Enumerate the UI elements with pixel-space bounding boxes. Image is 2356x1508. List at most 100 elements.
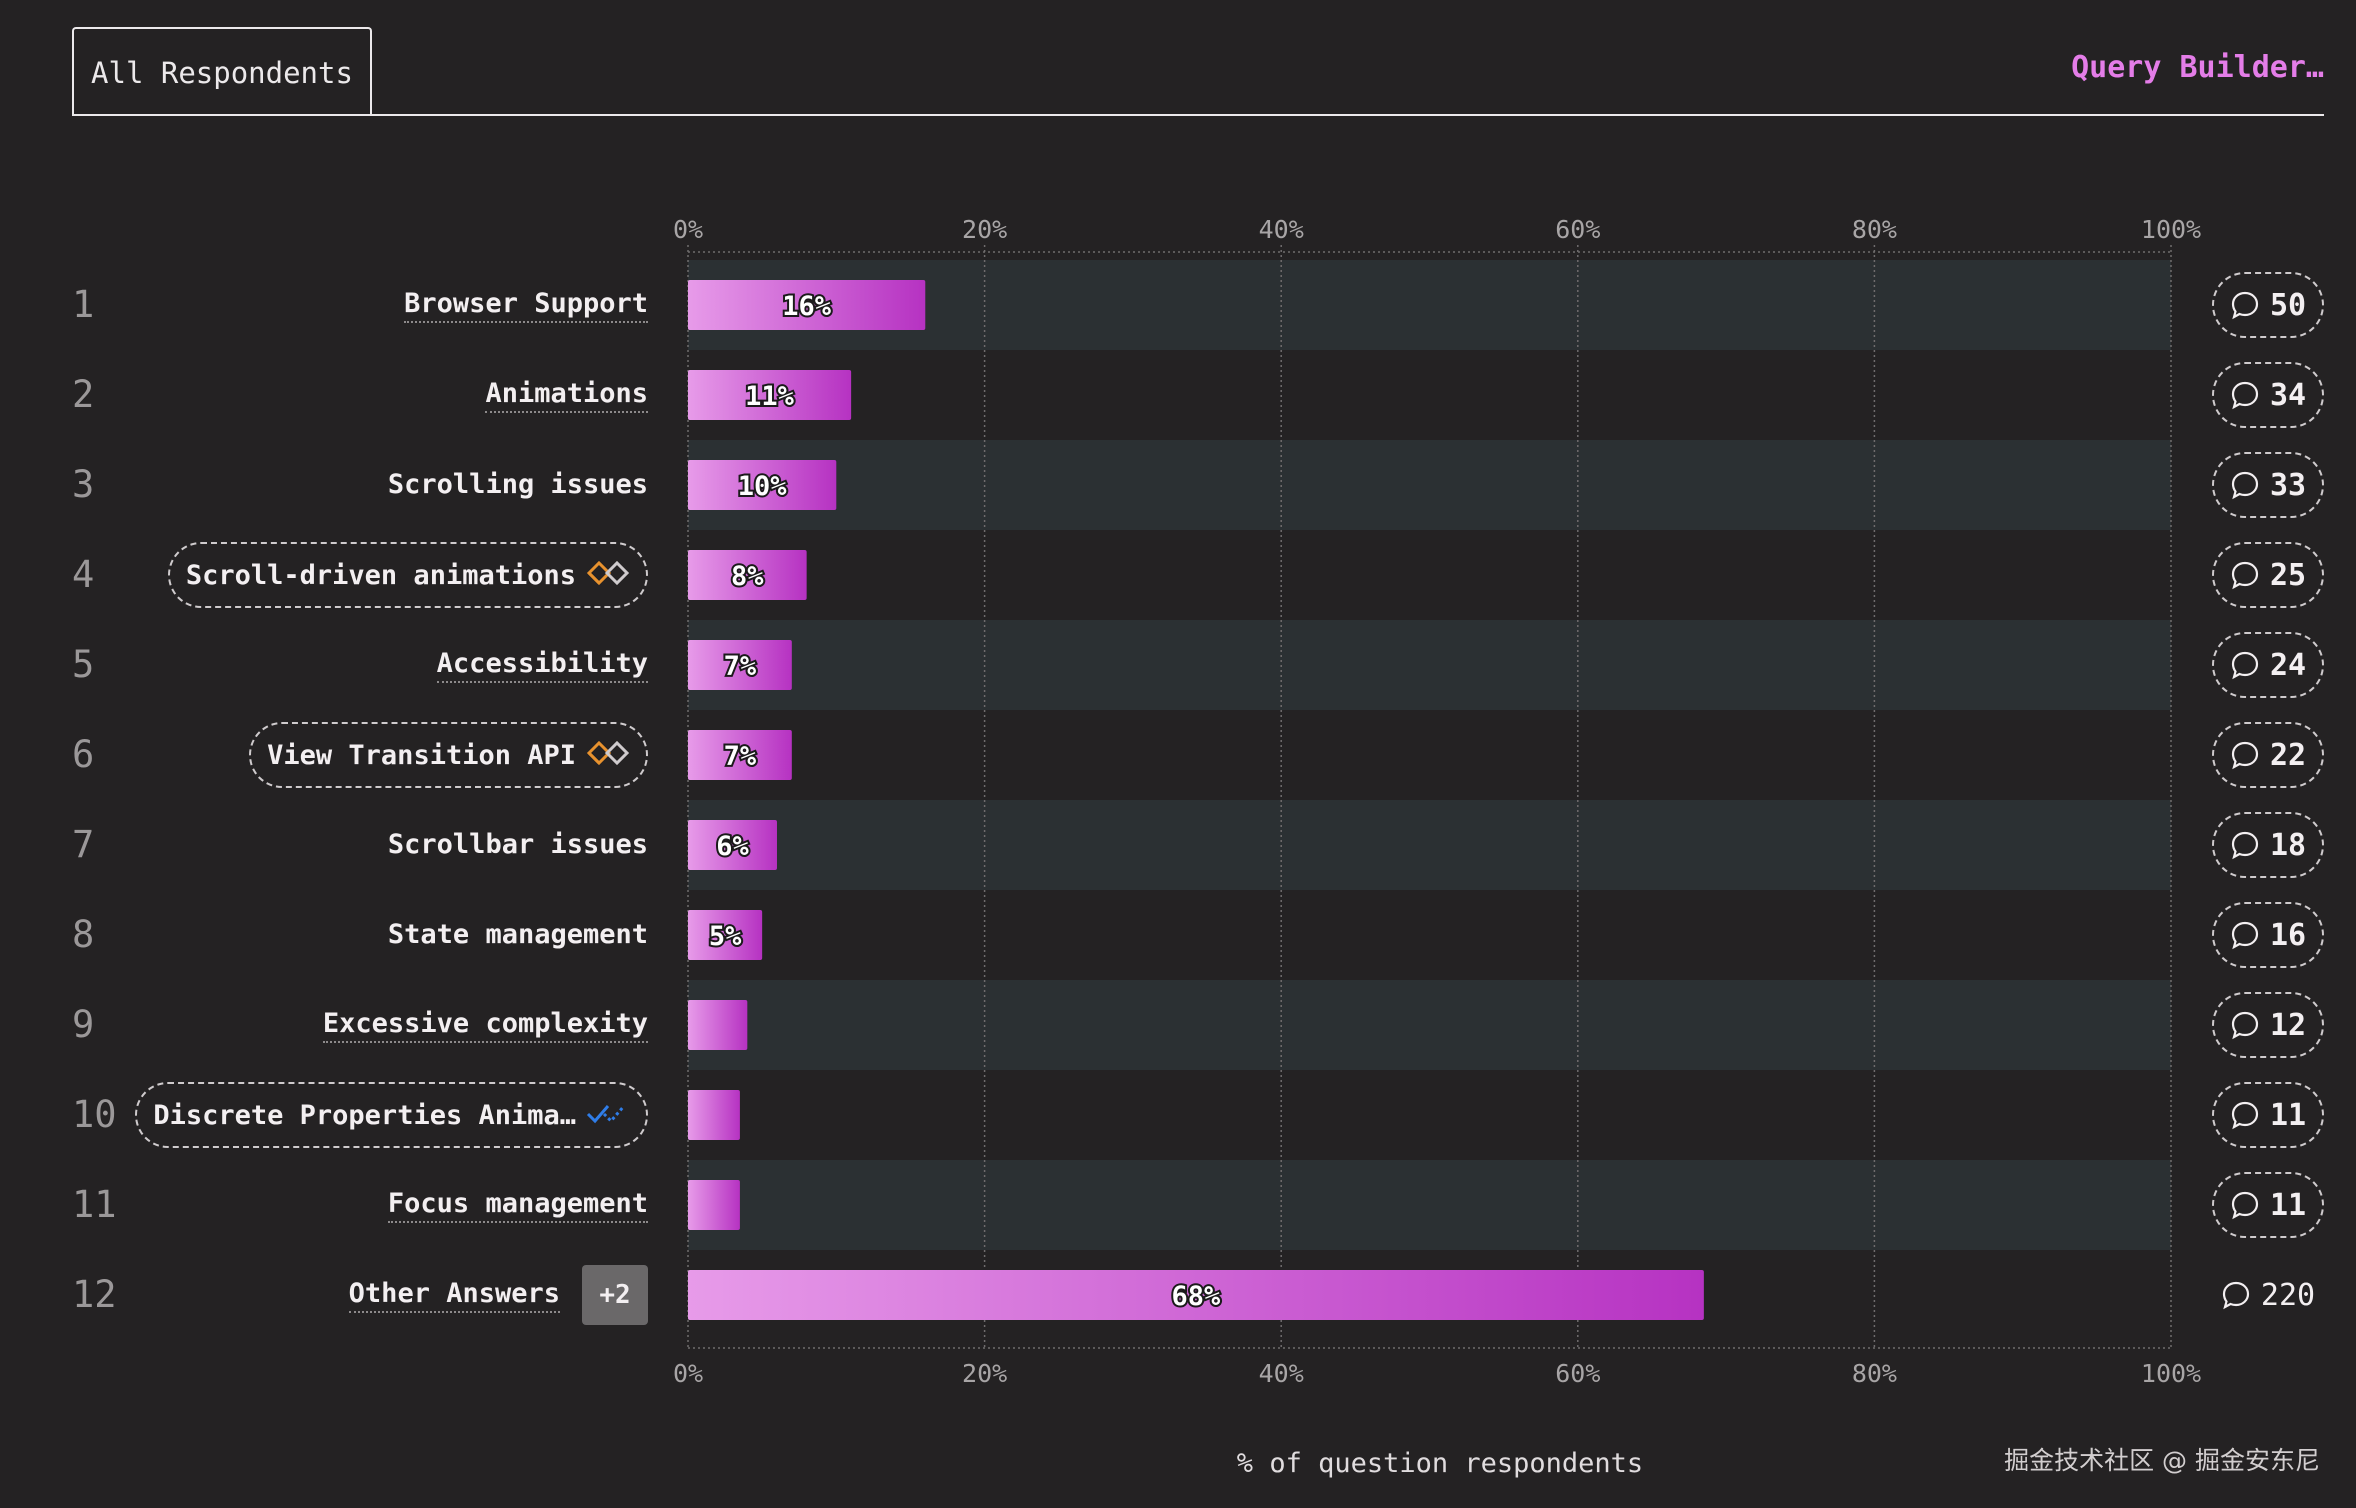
- bar[interactable]: [688, 640, 792, 690]
- comment-icon: [2231, 1011, 2259, 1040]
- comment-count: 12: [2269, 1007, 2307, 1043]
- comment-count-button[interactable]: 24: [2212, 632, 2324, 698]
- row-rank: 12: [72, 1273, 117, 1316]
- comment-icon: [2231, 921, 2259, 950]
- category-label[interactable]: View Transition API: [267, 739, 576, 771]
- watermark: 掘金技术社区 @ 掘金安东尼: [2004, 1446, 2320, 1475]
- chart-row: 12 Other Answers +2 220: [0, 1250, 2356, 1340]
- feature-pill[interactable]: Scroll-driven animations: [167, 542, 648, 608]
- bar[interactable]: [688, 1180, 740, 1230]
- row-rank: 1: [72, 283, 95, 326]
- comment-icon: [2231, 651, 2259, 680]
- feature-pill[interactable]: Discrete Properties Anima…: [135, 1082, 648, 1148]
- row-label-wrap: Scrolling issues: [388, 440, 648, 530]
- comment-count: 11: [2269, 1097, 2307, 1133]
- comment-count: 50: [2269, 287, 2307, 323]
- comment-count-button[interactable]: 25: [2212, 542, 2324, 608]
- category-label[interactable]: Accessibility: [436, 648, 648, 683]
- bar-value-label: 68%: [1172, 1281, 1222, 1312]
- chart-row: 10 Discrete Properties Anima… 11: [0, 1070, 2356, 1160]
- tab-bar-divider: [72, 114, 2324, 116]
- category-label[interactable]: Other Answers: [348, 1278, 560, 1313]
- category-label[interactable]: Focus management: [387, 1188, 648, 1223]
- category-label[interactable]: Animations: [485, 378, 648, 413]
- comment-icon: [2231, 831, 2259, 860]
- row-rank: 2: [72, 373, 95, 416]
- x-tick-label: 0%: [672, 1359, 704, 1388]
- comment-count-button[interactable]: 33: [2212, 452, 2324, 518]
- category-label[interactable]: Scrolling issues: [387, 468, 648, 500]
- comment-count: 25: [2269, 557, 2307, 593]
- x-tick-label: 80%: [1851, 1359, 1897, 1388]
- bar-value-label: 11%: [745, 381, 795, 412]
- comment-count-button[interactable]: 12: [2212, 992, 2324, 1058]
- comment-count: 22: [2269, 737, 2307, 773]
- bar[interactable]: [688, 730, 792, 780]
- bar[interactable]: [688, 280, 926, 330]
- bar-value-label: 5%: [709, 921, 742, 952]
- comment-icon: [2231, 381, 2259, 410]
- limited-availability-icon: [586, 740, 630, 770]
- row-label-wrap: Discrete Properties Anima…: [135, 1070, 648, 1160]
- tab-all-respondents[interactable]: All Respondents: [72, 27, 372, 116]
- comment-count: 18: [2269, 827, 2307, 863]
- category-label[interactable]: Scrollbar issues: [387, 828, 648, 860]
- comment-count-button[interactable]: 18: [2212, 812, 2324, 878]
- row-label-wrap: State management: [388, 890, 648, 980]
- category-label[interactable]: Discrete Properties Anima…: [153, 1099, 576, 1131]
- row-rank: 7: [72, 823, 95, 866]
- bar-value-label: 8%: [731, 561, 764, 592]
- category-label[interactable]: Browser Support: [404, 288, 648, 323]
- more-answers-badge[interactable]: +2: [582, 1265, 648, 1325]
- bar[interactable]: [688, 460, 837, 510]
- comment-icon: [2222, 1281, 2250, 1310]
- bar[interactable]: [688, 1090, 740, 1140]
- bar[interactable]: [688, 910, 763, 960]
- query-builder-link[interactable]: Query Builder…: [2071, 50, 2324, 85]
- bar[interactable]: [688, 1270, 1704, 1320]
- comment-count-button[interactable]: 11: [2212, 1172, 2324, 1238]
- x-tick-label: 20%: [962, 1359, 1008, 1388]
- comment-icon: [2231, 471, 2259, 500]
- comment-count: 33: [2269, 467, 2307, 503]
- chart-row: 6 View Transition API 22: [0, 710, 2356, 800]
- chart-row: 3 Scrolling issues 33: [0, 440, 2356, 530]
- row-label-wrap: View Transition API: [249, 710, 648, 800]
- comment-count-button[interactable]: 220: [2212, 1262, 2324, 1328]
- comment-count: 220: [2260, 1277, 2316, 1313]
- x-tick-label: 60%: [1555, 215, 1601, 244]
- row-band: [688, 620, 2171, 710]
- row-label-wrap: Scroll-driven animations: [167, 530, 648, 620]
- x-tick-label: 80%: [1851, 215, 1897, 244]
- comment-count-button[interactable]: 16: [2212, 902, 2324, 968]
- x-tick-label: 40%: [1258, 215, 1304, 244]
- comment-count-button[interactable]: 34: [2212, 362, 2324, 428]
- row-band: [688, 1160, 2171, 1250]
- row-label-wrap: Excessive complexity: [322, 980, 648, 1070]
- row-rank: 5: [72, 643, 95, 686]
- row-label-wrap: Focus management: [387, 1160, 648, 1250]
- category-label[interactable]: Excessive complexity: [322, 1008, 648, 1043]
- category-label[interactable]: State management: [387, 918, 648, 950]
- comment-count-button[interactable]: 22: [2212, 722, 2324, 788]
- row-rank: 9: [72, 1003, 95, 1046]
- x-tick-label: 20%: [962, 215, 1008, 244]
- chart-row: 9 Excessive complexity 12: [0, 980, 2356, 1070]
- row-label-wrap: Other Answers +2: [348, 1250, 648, 1340]
- comment-count-button[interactable]: 50: [2212, 272, 2324, 338]
- bar[interactable]: [688, 550, 807, 600]
- bar[interactable]: [688, 370, 852, 420]
- bar-value-label: 6%: [716, 831, 749, 862]
- x-tick-label: 60%: [1555, 1359, 1601, 1388]
- chart-row: 8 State management 16: [0, 890, 2356, 980]
- bar[interactable]: [688, 1000, 748, 1050]
- category-label[interactable]: Scroll-driven animations: [185, 559, 576, 591]
- feature-pill[interactable]: View Transition API: [249, 722, 648, 788]
- comment-icon: [2231, 291, 2259, 320]
- comment-count-button[interactable]: 11: [2212, 1082, 2324, 1148]
- bar[interactable]: [688, 820, 777, 870]
- comment-count: 11: [2269, 1187, 2307, 1223]
- chart-row: 4 Scroll-driven animations 25: [0, 530, 2356, 620]
